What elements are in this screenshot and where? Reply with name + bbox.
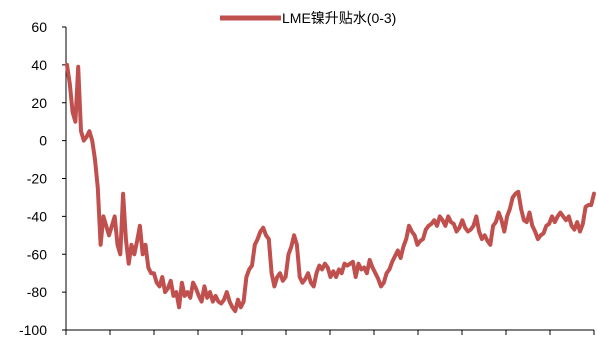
legend-label: LME镍升贴水(0-3) [282, 10, 396, 26]
y-tick-label: -100 [19, 322, 47, 338]
series-line [65, 62, 596, 314]
x-axis [65, 329, 595, 335]
x-ticks [65, 330, 595, 335]
y-tick-label: -20 [27, 171, 47, 187]
y-tick-label: 60 [31, 19, 47, 35]
y-tick-label: -60 [27, 246, 47, 262]
y-tick-label: 0 [39, 133, 47, 149]
series-layer [65, 62, 596, 314]
y-tick-label: -80 [27, 284, 47, 300]
y-axis: 60 40 20 0 -20 -40 -60 -80 -100 [19, 19, 67, 338]
legend: LME镍升贴水(0-3) [220, 10, 396, 26]
y-ticks: 60 40 20 0 -20 -40 -60 -80 -100 [19, 19, 66, 338]
y-tick-label: -40 [27, 208, 47, 224]
y-tick-label: 40 [31, 57, 47, 73]
y-tick-label: 20 [31, 95, 47, 111]
